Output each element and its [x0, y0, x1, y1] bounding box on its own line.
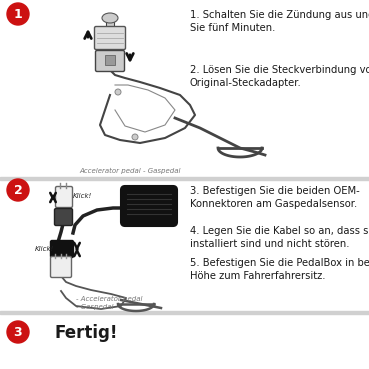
- Text: 1. Schalten Sie die Zündung aus und warten
Sie fünf Minuten.: 1. Schalten Sie die Zündung aus und wart…: [190, 10, 369, 33]
- FancyBboxPatch shape: [51, 241, 73, 258]
- FancyBboxPatch shape: [55, 208, 72, 225]
- Bar: [0, 310, 369, 314]
- Text: 2. Lösen Sie die Steckverbindung vom
Original-Steckadapter.: 2. Lösen Sie die Steckverbindung vom Ori…: [190, 65, 369, 88]
- Text: Klick!: Klick!: [35, 246, 54, 252]
- Bar: [0, 176, 369, 179]
- Bar: [105, 55, 115, 65]
- Text: 3. Befestigen Sie die beiden OEM-
Konnektoren am Gaspedalsensor.: 3. Befestigen Sie die beiden OEM- Konnek…: [190, 186, 360, 209]
- Circle shape: [7, 321, 29, 343]
- Circle shape: [7, 179, 29, 201]
- FancyBboxPatch shape: [94, 27, 125, 49]
- Text: Klick!: Klick!: [73, 193, 92, 199]
- Text: 2: 2: [14, 184, 23, 197]
- Text: 3: 3: [14, 326, 22, 339]
- Text: Accelerator pedal - Gaspedal: Accelerator pedal - Gaspedal: [79, 168, 181, 174]
- Text: 1: 1: [14, 8, 23, 21]
- Circle shape: [132, 134, 138, 140]
- Text: 5. Befestigen Sie die PedalBox in bequemer
Höhe zum Fahrerfahrersitz.: 5. Befestigen Sie die PedalBox in bequem…: [190, 258, 369, 281]
- Text: Fertig!: Fertig!: [55, 324, 118, 342]
- Circle shape: [7, 3, 29, 25]
- Text: - Accelerator pedal
- Gaspedal: - Accelerator pedal - Gaspedal: [76, 296, 142, 310]
- FancyBboxPatch shape: [51, 256, 72, 277]
- FancyBboxPatch shape: [121, 186, 177, 226]
- FancyBboxPatch shape: [55, 186, 72, 207]
- Text: 4. Legen Sie die Kabel so an, dass sie fest
installiert sind und nicht stören.: 4. Legen Sie die Kabel so an, dass sie f…: [190, 226, 369, 249]
- FancyBboxPatch shape: [96, 51, 124, 72]
- Bar: [106, 18, 114, 36]
- Ellipse shape: [102, 13, 118, 23]
- Circle shape: [115, 89, 121, 95]
